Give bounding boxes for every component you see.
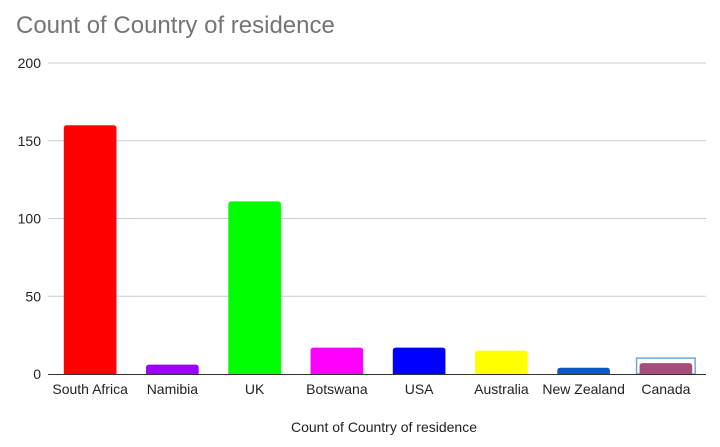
x-tick-label-botswana: Botswana [306,381,368,397]
x-axis-title: Count of Country of residence [291,419,477,435]
chart-title: Count of Country of residence [16,12,335,39]
y-tick-label: 0 [33,366,41,382]
x-tick-label-namibia: Namibia [147,381,199,397]
y-tick-label: 50 [25,288,41,304]
bars [63,125,696,375]
bar-uk[interactable] [228,201,281,374]
gridlines [48,62,706,297]
axes: 0 50 100 150 200 South Africa Namibia UK Botswan… [18,55,706,397]
y-tick-label: 150 [18,133,42,149]
bar-botswana[interactable] [310,347,364,374]
bar-usa[interactable] [392,347,446,374]
y-tick-label: 100 [18,211,42,227]
x-tick-label-australia: Australia [474,381,529,397]
x-tick-label-canada: Canada [641,381,690,397]
bar-namibia[interactable] [146,364,199,374]
bar-australia[interactable] [475,350,528,374]
x-tick-label-south-africa: South Africa [52,381,128,397]
bar-canada[interactable] [639,363,693,374]
bar-south-africa[interactable] [63,125,117,374]
y-tick-label: 200 [18,55,42,71]
x-tick-label-uk: UK [245,381,265,397]
x-tick-label-usa: USA [405,381,434,397]
x-tick-label-new-zealand: New Zealand [542,381,625,397]
bar-new-zealand[interactable] [557,367,610,374]
